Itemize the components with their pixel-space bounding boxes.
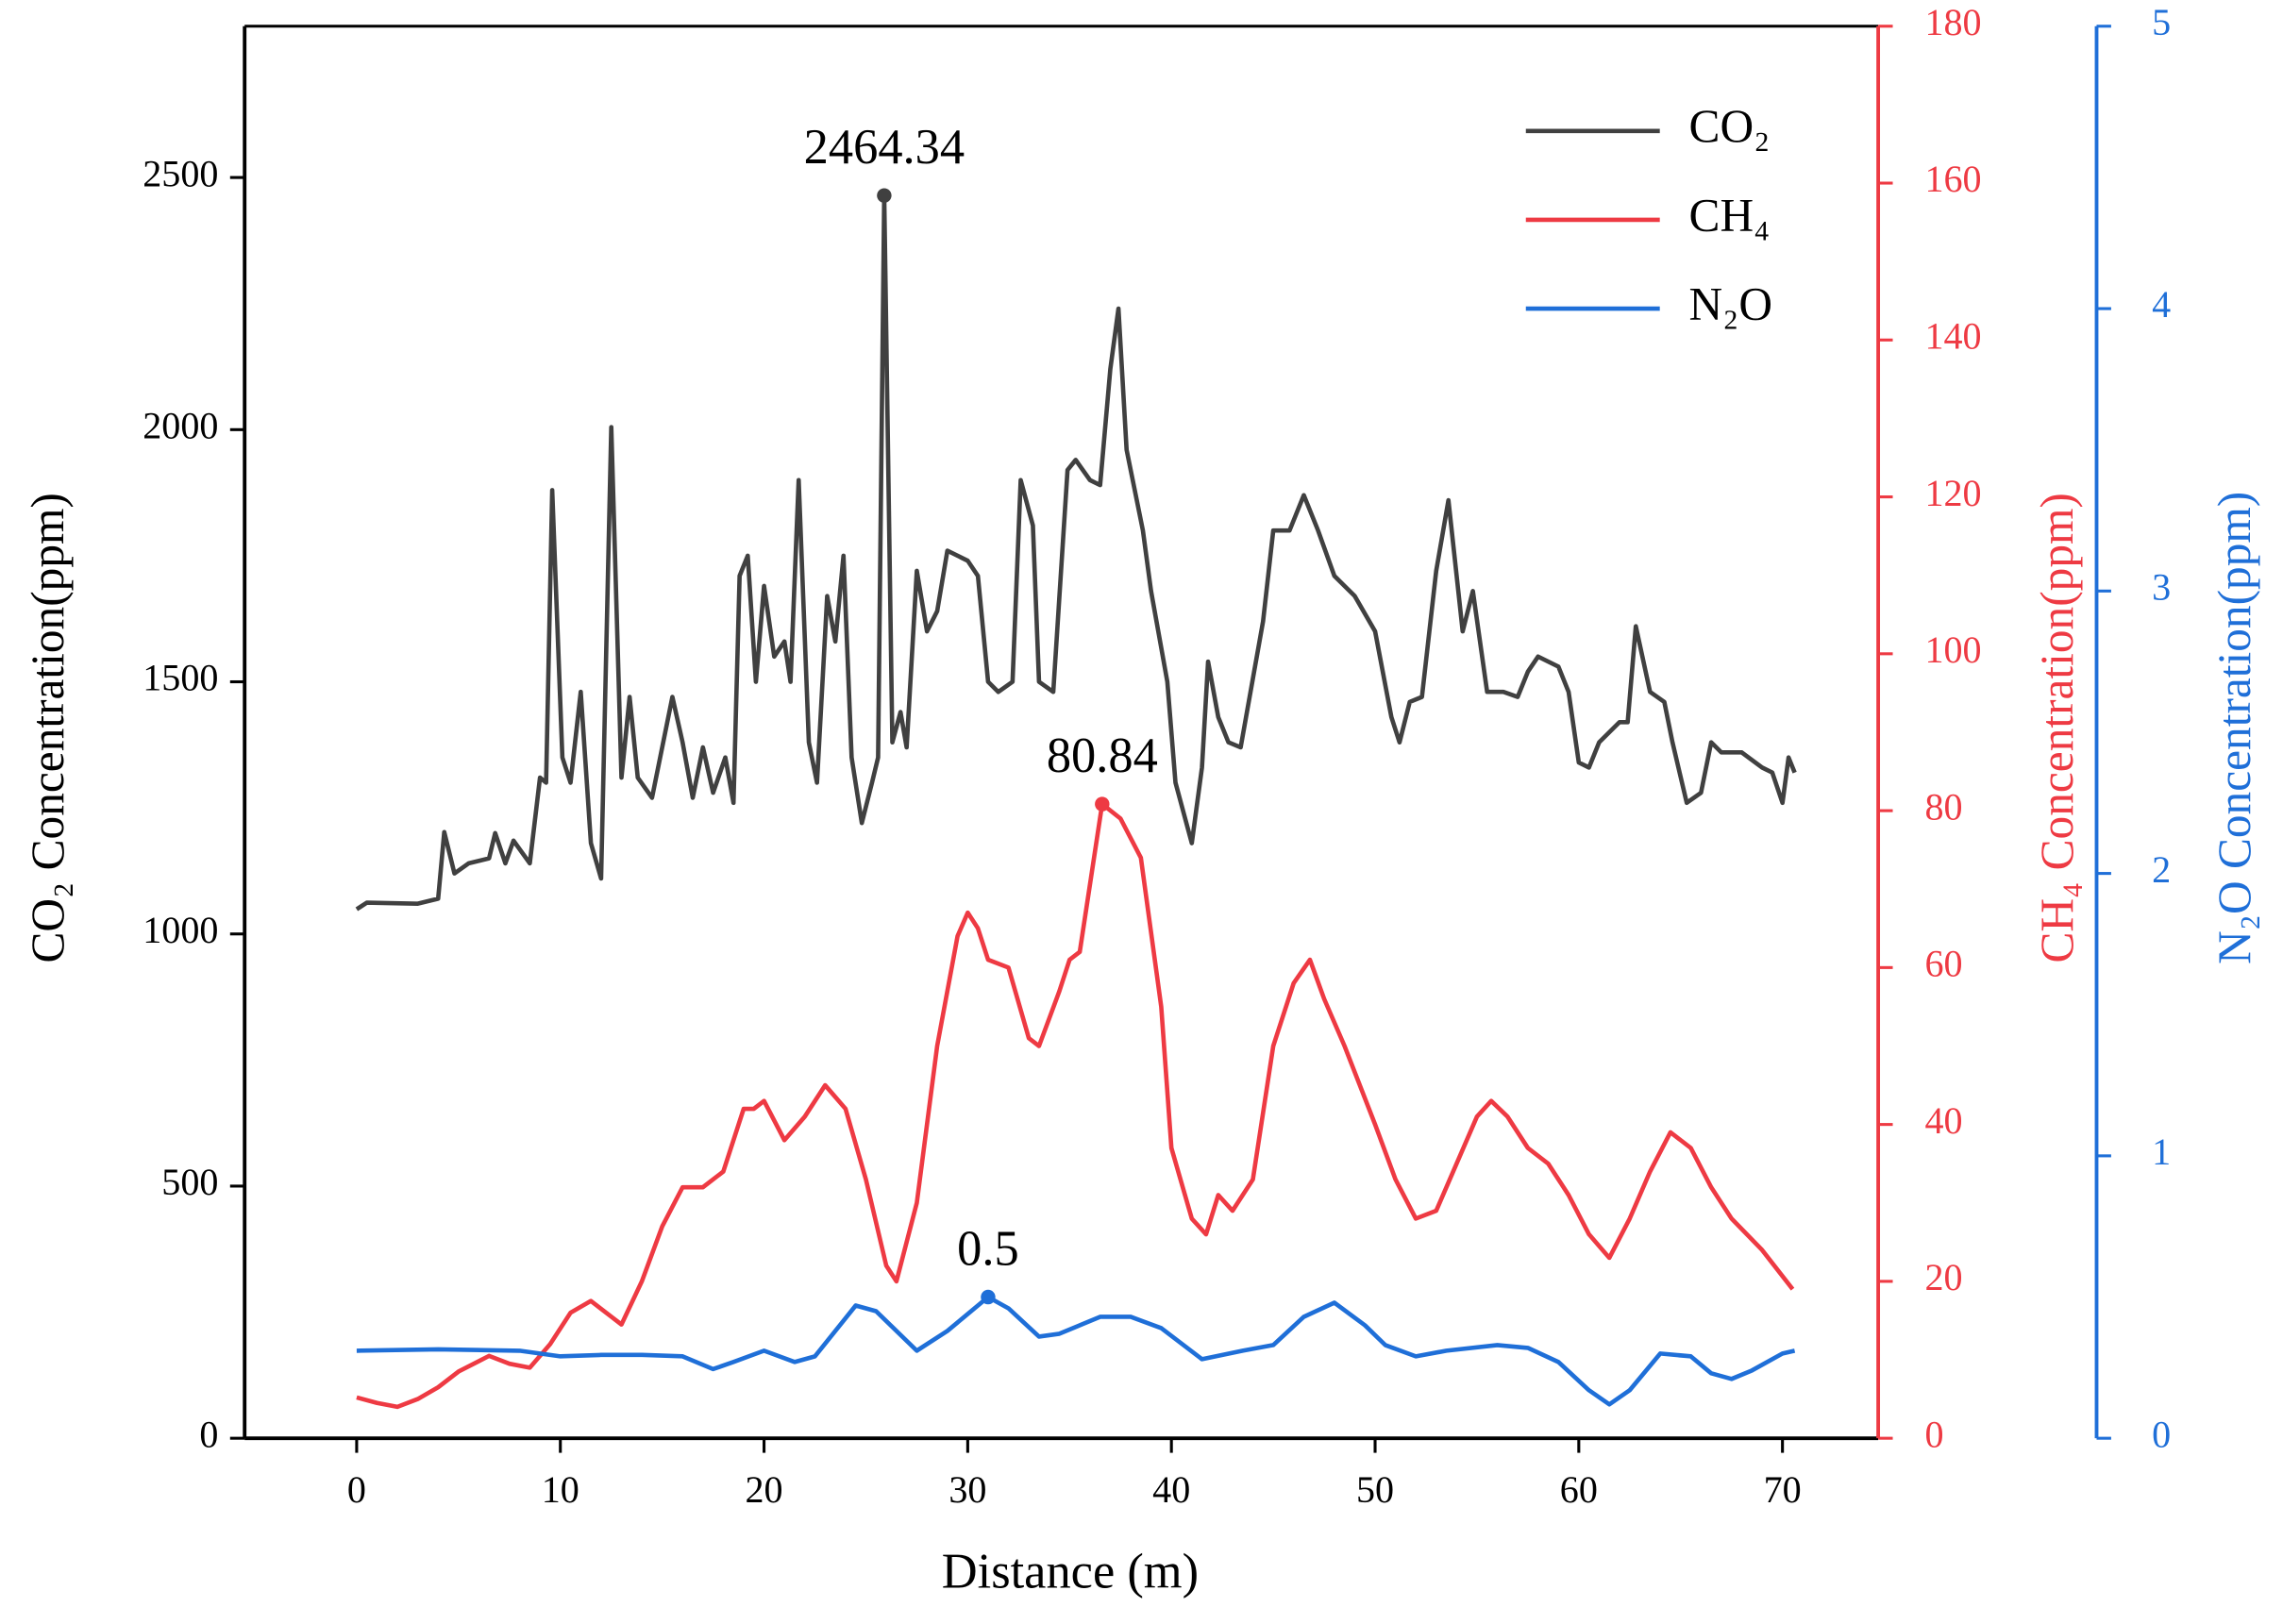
peak-marker xyxy=(1095,796,1110,812)
y2-tick-label: 120 xyxy=(1924,472,1981,514)
peak-marker xyxy=(877,188,892,203)
x-tick-label: 0 xyxy=(347,1468,366,1511)
data-line xyxy=(356,801,1795,1410)
y-tick-label: 1500 xyxy=(143,657,218,699)
x-tick-label: 30 xyxy=(948,1468,986,1511)
x-tick-label: 50 xyxy=(1356,1468,1394,1511)
y-tick-label: 2500 xyxy=(143,152,218,194)
peak-marker xyxy=(981,1289,996,1305)
x-tick-label: 70 xyxy=(1764,1468,1802,1511)
legend-label: CO₂ xyxy=(1689,100,1771,152)
x-tick-label: 60 xyxy=(1560,1468,1598,1511)
y2-tick-label: 0 xyxy=(1924,1413,1943,1455)
y2-tick-label: 40 xyxy=(1924,1099,1962,1142)
y3-tick-label: 5 xyxy=(2152,1,2171,43)
y3-tick-label: 2 xyxy=(2152,848,2171,891)
y3-tick-label: 1 xyxy=(2152,1130,2171,1173)
y2-tick-label: 140 xyxy=(1924,315,1981,358)
y-tick-label: 1000 xyxy=(143,909,218,951)
y-tick-label: 500 xyxy=(161,1161,218,1203)
y2-tick-label: 180 xyxy=(1924,1,1981,43)
annotation: 80.84 xyxy=(1047,728,1158,783)
x-tick-label: 20 xyxy=(746,1468,783,1511)
data-line xyxy=(355,193,1797,912)
data-line xyxy=(356,1295,1796,1407)
y3-tick-label: 0 xyxy=(2152,1413,2171,1455)
annotation: 2464.34 xyxy=(804,120,965,175)
y2-tick-label: 60 xyxy=(1924,943,1962,985)
y3-tick-label: 4 xyxy=(2152,283,2171,326)
legend-label: CH₄ xyxy=(1689,189,1771,241)
y2-tick-label: 160 xyxy=(1924,158,1981,200)
x-tick-label: 10 xyxy=(542,1468,579,1511)
y3-axis-title: N₂O Concentration(ppm) xyxy=(2208,492,2260,964)
y2-tick-label: 20 xyxy=(1924,1256,1962,1298)
x-tick-label: 40 xyxy=(1152,1468,1190,1511)
y2-tick-label: 80 xyxy=(1924,785,1962,828)
y3-tick-label: 3 xyxy=(2152,566,2171,609)
y2-tick-label: 100 xyxy=(1924,628,1981,671)
y-axis-title: CO₂ Concentration(ppm) xyxy=(22,493,74,963)
legend-label: N₂O xyxy=(1689,277,1773,329)
x-axis-title: Distance (m) xyxy=(942,1545,1199,1599)
annotation: 0.5 xyxy=(957,1221,1019,1276)
y-tick-label: 0 xyxy=(199,1413,218,1455)
y-tick-label: 2000 xyxy=(143,405,218,447)
y2-axis-title: CH₄ Concentration(ppm) xyxy=(2031,493,2083,963)
